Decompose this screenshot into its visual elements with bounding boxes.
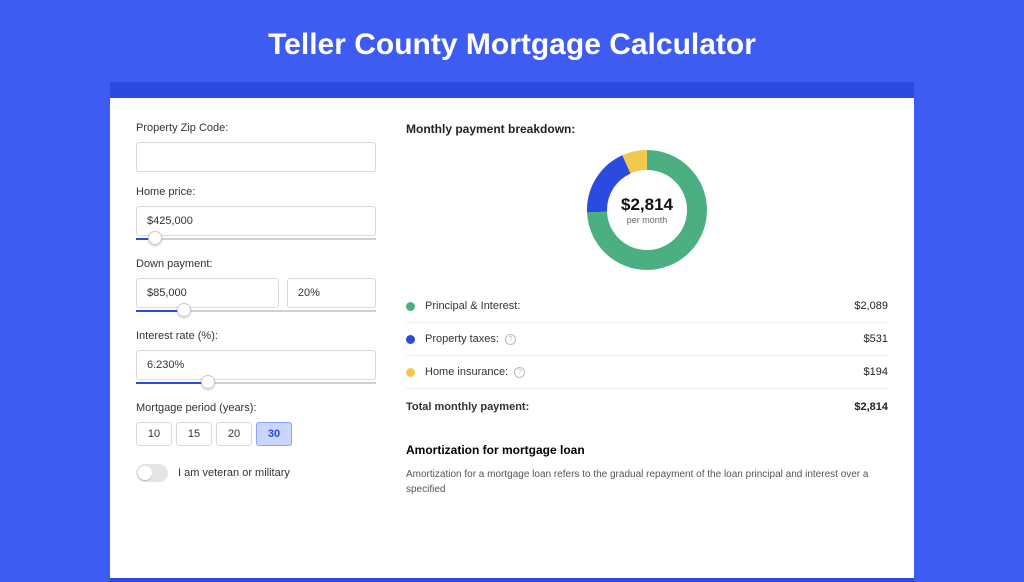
field-down: Down payment: xyxy=(136,258,376,316)
page-title: Teller County Mortgage Calculator xyxy=(0,0,1024,82)
field-price: Home price: xyxy=(136,186,376,244)
breakdown-title: Monthly payment breakdown: xyxy=(406,122,888,136)
legend-dot xyxy=(406,335,415,344)
form-column: Property Zip Code: Home price: Down paym… xyxy=(136,122,376,578)
period-option-10[interactable]: 10 xyxy=(136,422,172,446)
legend-label: Home insurance:? xyxy=(425,366,864,378)
price-input[interactable] xyxy=(136,206,376,236)
legend-total-value: $2,814 xyxy=(854,401,888,413)
legend-value: $194 xyxy=(864,366,888,378)
down-slider-thumb[interactable] xyxy=(177,303,191,317)
veteran-label: I am veteran or military xyxy=(178,467,290,479)
veteran-row: I am veteran or military xyxy=(136,464,376,482)
legend-label: Property taxes:? xyxy=(425,333,864,345)
field-rate: Interest rate (%): xyxy=(136,330,376,388)
donut-chart: $2,814 per month xyxy=(585,148,709,272)
breakdown-column: Monthly payment breakdown: $2,814 per mo… xyxy=(406,122,888,578)
amort-block: Amortization for mortgage loan Amortizat… xyxy=(406,443,888,497)
calculator-card: Property Zip Code: Home price: Down paym… xyxy=(110,98,914,578)
info-icon[interactable]: ? xyxy=(505,334,516,345)
legend-value: $2,089 xyxy=(854,300,888,312)
legend-total-row: Total monthly payment: $2,814 xyxy=(406,389,888,423)
legend-dot xyxy=(406,302,415,311)
zip-input[interactable] xyxy=(136,142,376,172)
legend-row: Home insurance:?$194 xyxy=(406,356,888,389)
legend-row: Property taxes:?$531 xyxy=(406,323,888,356)
down-slider[interactable] xyxy=(136,306,376,316)
period-label: Mortgage period (years): xyxy=(136,402,376,414)
donut-amount: $2,814 xyxy=(621,195,673,215)
legend-value: $531 xyxy=(864,333,888,345)
period-option-30[interactable]: 30 xyxy=(256,422,292,446)
donut-wrap: $2,814 per month xyxy=(406,148,888,272)
legend-label: Principal & Interest: xyxy=(425,300,854,312)
down-label: Down payment: xyxy=(136,258,376,270)
legend-dot xyxy=(406,368,415,377)
zip-label: Property Zip Code: xyxy=(136,122,376,134)
rate-input[interactable] xyxy=(136,350,376,380)
rate-label: Interest rate (%): xyxy=(136,330,376,342)
amort-text: Amortization for a mortgage loan refers … xyxy=(406,467,888,497)
period-option-15[interactable]: 15 xyxy=(176,422,212,446)
price-slider[interactable] xyxy=(136,234,376,244)
amort-title: Amortization for mortgage loan xyxy=(406,443,888,457)
price-label: Home price: xyxy=(136,186,376,198)
info-icon[interactable]: ? xyxy=(514,367,525,378)
field-zip: Property Zip Code: xyxy=(136,122,376,172)
period-option-20[interactable]: 20 xyxy=(216,422,252,446)
legend-total-label: Total monthly payment: xyxy=(406,401,854,413)
down-amount-input[interactable] xyxy=(136,278,279,308)
rate-slider[interactable] xyxy=(136,378,376,388)
rate-slider-thumb[interactable] xyxy=(201,375,215,389)
card-band: Property Zip Code: Home price: Down paym… xyxy=(110,82,914,582)
legend-row: Principal & Interest:$2,089 xyxy=(406,290,888,323)
donut-sub: per month xyxy=(627,215,668,225)
down-pct-input[interactable] xyxy=(287,278,376,308)
price-slider-thumb[interactable] xyxy=(148,231,162,245)
field-period: Mortgage period (years): 10152030 xyxy=(136,402,376,446)
veteran-toggle[interactable] xyxy=(136,464,168,482)
